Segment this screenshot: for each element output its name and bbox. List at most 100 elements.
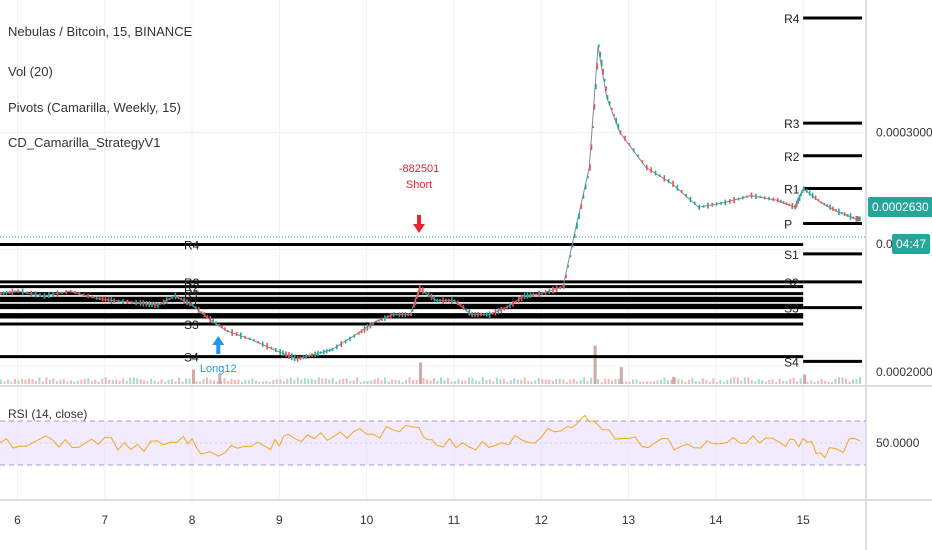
volume-bar (743, 377, 746, 384)
volume-bar (394, 379, 397, 384)
volume-bar (237, 379, 240, 384)
volume-bar (453, 381, 456, 384)
x-tick-label: 7 (101, 513, 108, 527)
volume-bar (485, 380, 488, 384)
candle (8, 290, 11, 295)
volume-bar (506, 381, 509, 384)
x-tick-label: 6 (14, 513, 21, 527)
volume-bar (233, 379, 236, 384)
candle (715, 202, 718, 206)
volume-bar (24, 379, 27, 384)
candle (641, 160, 644, 164)
volume-bar (611, 380, 614, 384)
x-tick-label: 8 (189, 513, 196, 527)
volume-bar (499, 379, 502, 384)
candle (672, 180, 674, 187)
x-tick-label: 13 (622, 513, 636, 527)
volume-bar (635, 379, 638, 384)
volume-bar (426, 379, 429, 384)
volume-bar (527, 380, 530, 384)
volume-bar (17, 380, 20, 384)
volume-bar (565, 381, 568, 384)
volume-bar (680, 379, 683, 384)
volume-bar (666, 380, 669, 384)
volume-bar (352, 380, 355, 384)
volume-bar (171, 379, 174, 384)
candle (104, 297, 107, 302)
candle (142, 300, 145, 307)
candle (293, 354, 296, 362)
volume-bar (712, 378, 715, 384)
candle (637, 154, 639, 158)
volume-bar (206, 377, 209, 384)
candle (387, 315, 389, 319)
volume-bar (663, 377, 666, 384)
candle (826, 204, 829, 208)
volume-bar (642, 381, 645, 384)
candle (491, 312, 494, 315)
candle (517, 296, 520, 303)
volume-bar (488, 379, 491, 384)
candle (197, 306, 200, 313)
candle (424, 291, 427, 295)
volume-bar (125, 380, 128, 384)
candle (680, 190, 683, 194)
volume-bar (97, 381, 100, 384)
volume-bar (104, 377, 107, 384)
volume-bar (523, 377, 526, 384)
volume-bar (436, 380, 439, 384)
volume-bar (83, 378, 86, 384)
candle (515, 300, 517, 303)
candle (69, 289, 72, 293)
candle (776, 197, 779, 203)
pivot-label: S4 (184, 351, 199, 365)
price-axis-label: 0.0003000 (876, 125, 932, 139)
volume-bar (331, 377, 334, 384)
candle (419, 285, 421, 293)
candle (177, 295, 180, 300)
long-signal-label: Long12 (200, 363, 237, 375)
candle (349, 336, 351, 341)
candle (483, 313, 485, 316)
candle (274, 348, 277, 353)
candle (200, 311, 203, 314)
candle (676, 184, 679, 191)
volume-bar (6, 379, 9, 384)
candle (838, 208, 840, 216)
pivot-label: S2 (784, 276, 799, 290)
candle (235, 332, 238, 337)
candle (439, 299, 442, 303)
volume-bar (604, 378, 607, 384)
candle (611, 107, 613, 111)
volume-bar (314, 379, 317, 384)
candle (698, 204, 700, 210)
candle (14, 290, 17, 293)
volume-bar (31, 379, 34, 384)
volume-bar (715, 381, 718, 384)
candle (814, 195, 817, 201)
candle (417, 290, 420, 297)
volume-bar (764, 381, 767, 384)
pivot-label: S4 (784, 355, 799, 369)
volume-bar (450, 381, 453, 384)
candle (617, 123, 620, 130)
volume-bar (48, 379, 51, 384)
volume-bar (687, 379, 690, 384)
candle (526, 292, 529, 299)
volume-bar (838, 377, 841, 384)
candle (285, 351, 287, 358)
candle (56, 290, 59, 297)
candle (279, 349, 281, 355)
candle (759, 195, 762, 199)
x-tick-label: 11 (448, 513, 461, 527)
volume-bar (824, 380, 827, 384)
candle (82, 293, 85, 297)
candle (859, 216, 861, 222)
candle (772, 197, 775, 202)
x-tick-label: 12 (535, 513, 549, 527)
candle (659, 174, 661, 177)
candle (567, 265, 570, 268)
candle (746, 195, 749, 198)
candle (563, 284, 565, 289)
candle (448, 298, 450, 303)
